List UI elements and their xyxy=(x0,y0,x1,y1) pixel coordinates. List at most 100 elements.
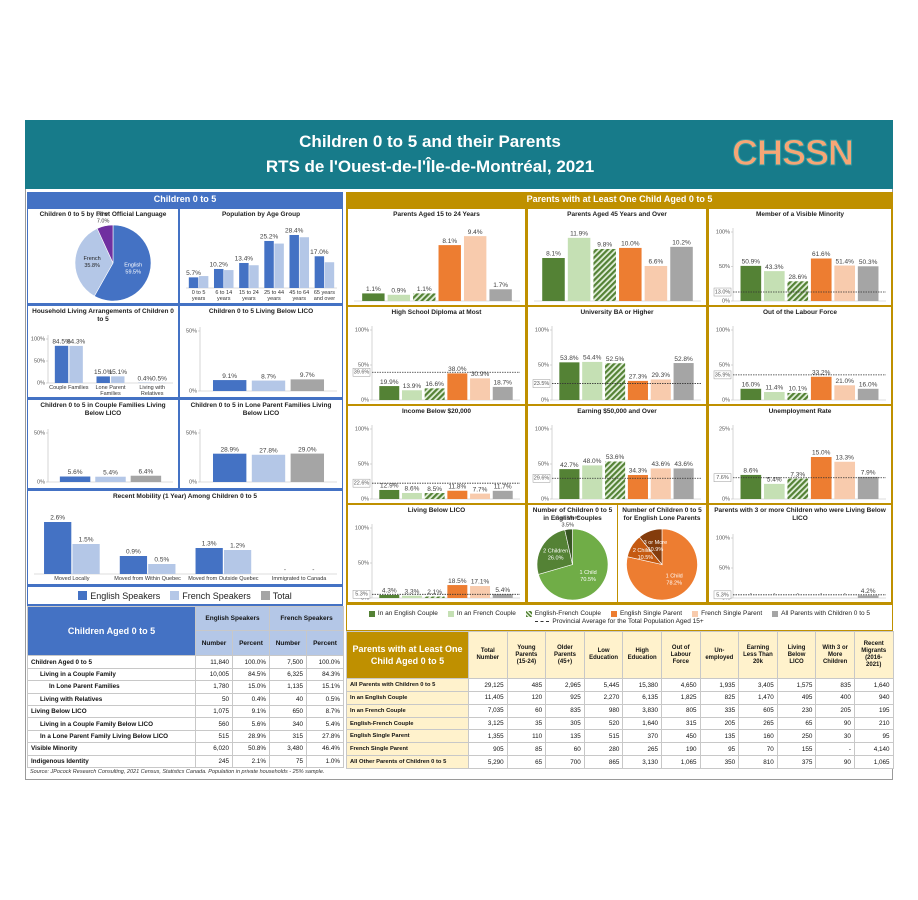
value-label: 8.1% xyxy=(546,251,561,258)
chart-plot: 0% 25% 8.6% 5.4% 7.3% 15.0% 13.3% 7.9% 7.6% xyxy=(713,425,886,502)
cell: 85 xyxy=(506,742,547,757)
pie-slice xyxy=(536,529,573,575)
row-label: English Single Parent xyxy=(346,729,469,744)
table-row: Visible Minority 6,020 50.8% 3,480 46.4% xyxy=(27,742,345,756)
value-label: 4.3% xyxy=(382,588,397,595)
bar xyxy=(69,345,83,383)
value-label: 9.1% xyxy=(222,373,237,380)
cell: 1,825 xyxy=(660,690,701,705)
chart-panel: 2.6% 1.5% 0.9% 0.5% 1.3% 1.2% - - Recent Mobilit… xyxy=(28,491,342,584)
value-label: 7.3% xyxy=(790,471,805,478)
pie-slice xyxy=(93,224,152,302)
chart-panel: 0% 50% 28.9% 27.8% 29.0% Children 0 to 5 in L… xyxy=(180,400,342,488)
cell: 90 xyxy=(815,716,855,731)
y-tick-label: 50% xyxy=(34,358,45,364)
value-label: 16.0% xyxy=(742,382,761,389)
value-label: 48.0% xyxy=(583,458,602,465)
row-label: Living with Relatives xyxy=(27,692,196,706)
y-tick-label: 50% xyxy=(34,430,45,436)
chart-title: Children 0 to 5 by First Official Langua… xyxy=(39,211,167,218)
reference-box xyxy=(713,287,732,297)
cell: 925 xyxy=(545,690,585,705)
x-tick-label: Moved Locally xyxy=(54,576,90,582)
value-label: 5.4% xyxy=(103,469,118,476)
value-label: 27.8% xyxy=(259,447,278,454)
value-label: 84.3% xyxy=(67,339,86,346)
chart-plot: 0% 50% 100% 12.9% 8.6% 8.5% 11.8% 7.7% 11.7% 22.6… xyxy=(352,425,520,502)
bar xyxy=(324,262,335,288)
bar xyxy=(251,454,286,482)
bar xyxy=(650,468,671,499)
value-label: 5.4% xyxy=(495,587,510,594)
cell: 205 xyxy=(699,716,740,731)
value-label: 2.6% xyxy=(50,515,65,522)
value-label: 5.7% xyxy=(186,270,201,277)
legend-swatch xyxy=(78,591,88,600)
chart-title: Parents with 3 or more Children who were… xyxy=(714,507,886,522)
bar xyxy=(542,258,565,301)
cell: 700 xyxy=(545,755,585,769)
chart-panel: 0% 50% 100% 53.8% 54.4% 52.5% 27.3% 29.3% 52.8% 2… xyxy=(528,307,706,404)
column-header: Out of Labour Force xyxy=(660,630,701,680)
value-label: 9.8% xyxy=(597,242,612,249)
y-tick-label: 0% xyxy=(189,479,197,485)
value-label: 6.6% xyxy=(648,259,663,266)
y-tick-label: 100% xyxy=(355,327,369,333)
pie-label: 2 Children xyxy=(543,549,568,555)
table-row: In a Lone Parent Family Living Below LIC… xyxy=(27,729,345,744)
y-tick-label: 100% xyxy=(716,535,730,541)
cell: 7,035 xyxy=(468,703,508,718)
value-label: 11.4% xyxy=(765,385,783,392)
chart-title: Member of a Visible Minority xyxy=(755,211,844,218)
bar xyxy=(857,388,879,400)
x-tick-label: Couple Families xyxy=(49,385,89,391)
row-label: All Other Parents of Children 0 to 5 xyxy=(346,755,469,769)
value-label: 35.8% xyxy=(84,263,100,269)
value-label: 16.6% xyxy=(425,381,444,388)
header-row: Parents with at Least One Child Aged 0 t… xyxy=(346,630,894,680)
value-label: 5.6% xyxy=(68,469,83,476)
table-row: In Lone Parent Families 1,780 15.0% 1,135 15… xyxy=(27,680,345,694)
cell: 305 xyxy=(545,716,585,731)
bar xyxy=(249,265,259,288)
cell: 50.8% xyxy=(231,742,271,756)
bar xyxy=(447,373,468,400)
value-label: 28.9% xyxy=(220,446,239,453)
logo: CHSSN xyxy=(731,132,854,174)
table-row: French Single Parent 905 85 60 280 265 190 95 70… xyxy=(346,742,894,757)
cell: 5,290 xyxy=(468,755,508,769)
section-header: Children 0 to 5 xyxy=(27,192,343,207)
cell: 70 xyxy=(738,742,778,757)
x-tick-label: 45 to 64 years xyxy=(289,290,310,302)
bar xyxy=(401,390,422,400)
bar xyxy=(447,490,468,499)
reference-box xyxy=(352,368,371,377)
bar xyxy=(810,258,832,301)
cell: 1,640 xyxy=(853,678,894,692)
value-label: 54.4% xyxy=(583,355,602,362)
cell: 65 xyxy=(506,755,547,769)
pie-label: 3 or More xyxy=(644,540,668,546)
chart-panel: 0% 50% 100% 42.7% 48.0% 53.6% 34.3% 43.6% 43.6% 2… xyxy=(528,406,706,503)
y-tick-label: 0% xyxy=(722,496,730,502)
value-label: 34.3% xyxy=(629,468,648,475)
y-tick-label: 50% xyxy=(186,430,197,436)
chart-title: Children 0 to 5 in Couple Families Livin… xyxy=(40,402,166,417)
column-header: Earning Less Than 20k xyxy=(738,630,778,680)
chart-panel: 0%50%100%-----4.2%5.3%Parents with 3 or … xyxy=(709,505,891,602)
x-tick-label: Lone Parent Families xyxy=(95,385,126,397)
reference-box xyxy=(713,473,732,482)
column-group: French Speakers xyxy=(269,605,345,632)
cell: 650 xyxy=(269,704,308,719)
chart-plot: 0% 50% 100% 50.9% 43.3% 28.6% 61.6% 51.4% 50.3% 1… xyxy=(713,228,886,304)
chart-title: Number of Children 0 to 5 for English Lo… xyxy=(622,507,702,522)
cell: 560 xyxy=(195,717,233,731)
legend-label: French Single Parent xyxy=(701,610,763,617)
legend-label: English Single Parent xyxy=(619,610,683,617)
row-label: In Lone Parent Families xyxy=(27,680,196,694)
bar xyxy=(582,465,603,499)
row-label: Indigenous Identity xyxy=(27,754,196,769)
bar xyxy=(401,492,422,499)
value-label: 78.2% xyxy=(666,581,682,587)
column-header: Number xyxy=(269,630,308,657)
